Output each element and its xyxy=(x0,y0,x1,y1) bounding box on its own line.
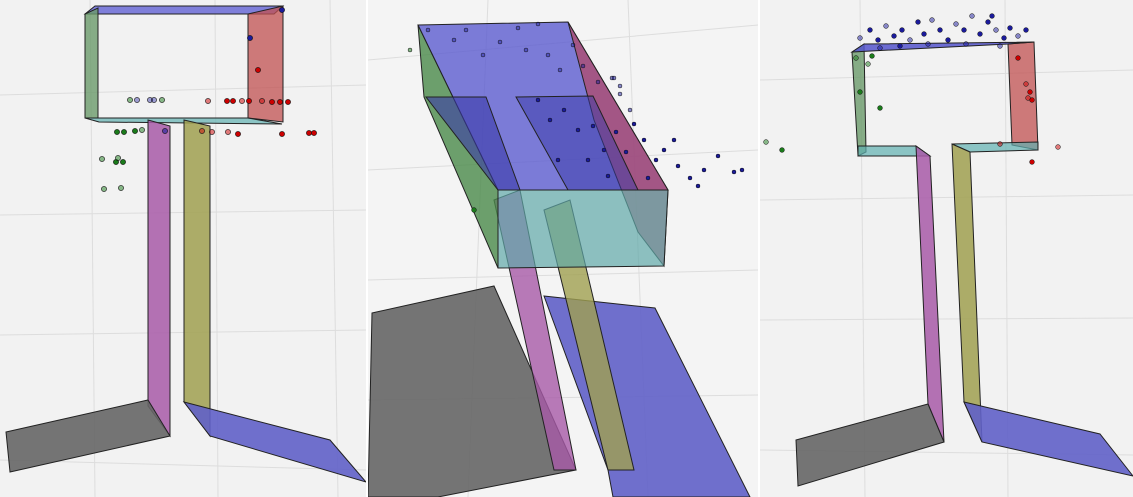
points-blue xyxy=(425,21,745,189)
plot-background xyxy=(760,0,1133,497)
pillar-olive xyxy=(183,119,211,438)
points-green xyxy=(407,47,477,213)
points-green xyxy=(99,97,165,192)
pillar-purple xyxy=(147,119,171,438)
plot-background xyxy=(0,0,366,497)
middle-view-panel xyxy=(368,0,758,497)
right-face-red xyxy=(1007,41,1039,151)
points-red xyxy=(997,55,1061,165)
foot-gray xyxy=(795,403,945,487)
points-blue xyxy=(857,13,1029,51)
inner-blue-left xyxy=(424,96,521,191)
foot-blue xyxy=(182,401,366,483)
foot-gray xyxy=(368,285,577,497)
foot-blue xyxy=(963,401,1133,477)
box-front-teal xyxy=(497,189,669,269)
left-view-plot xyxy=(0,0,366,497)
left-face-green xyxy=(84,7,99,119)
points-green xyxy=(763,53,883,153)
panel-divider xyxy=(366,0,368,497)
middle-view-plot xyxy=(368,0,758,497)
top-edge-blue xyxy=(850,41,1035,53)
points-blue xyxy=(134,7,285,134)
right-view-panel xyxy=(760,0,1133,497)
panel-divider xyxy=(758,0,760,497)
points-red xyxy=(199,67,317,137)
foot-gray xyxy=(5,399,171,473)
inner-blue-right xyxy=(515,95,639,191)
right-view-plot xyxy=(760,0,1133,497)
right-face-red xyxy=(247,5,284,123)
left-view-panel xyxy=(0,0,366,497)
